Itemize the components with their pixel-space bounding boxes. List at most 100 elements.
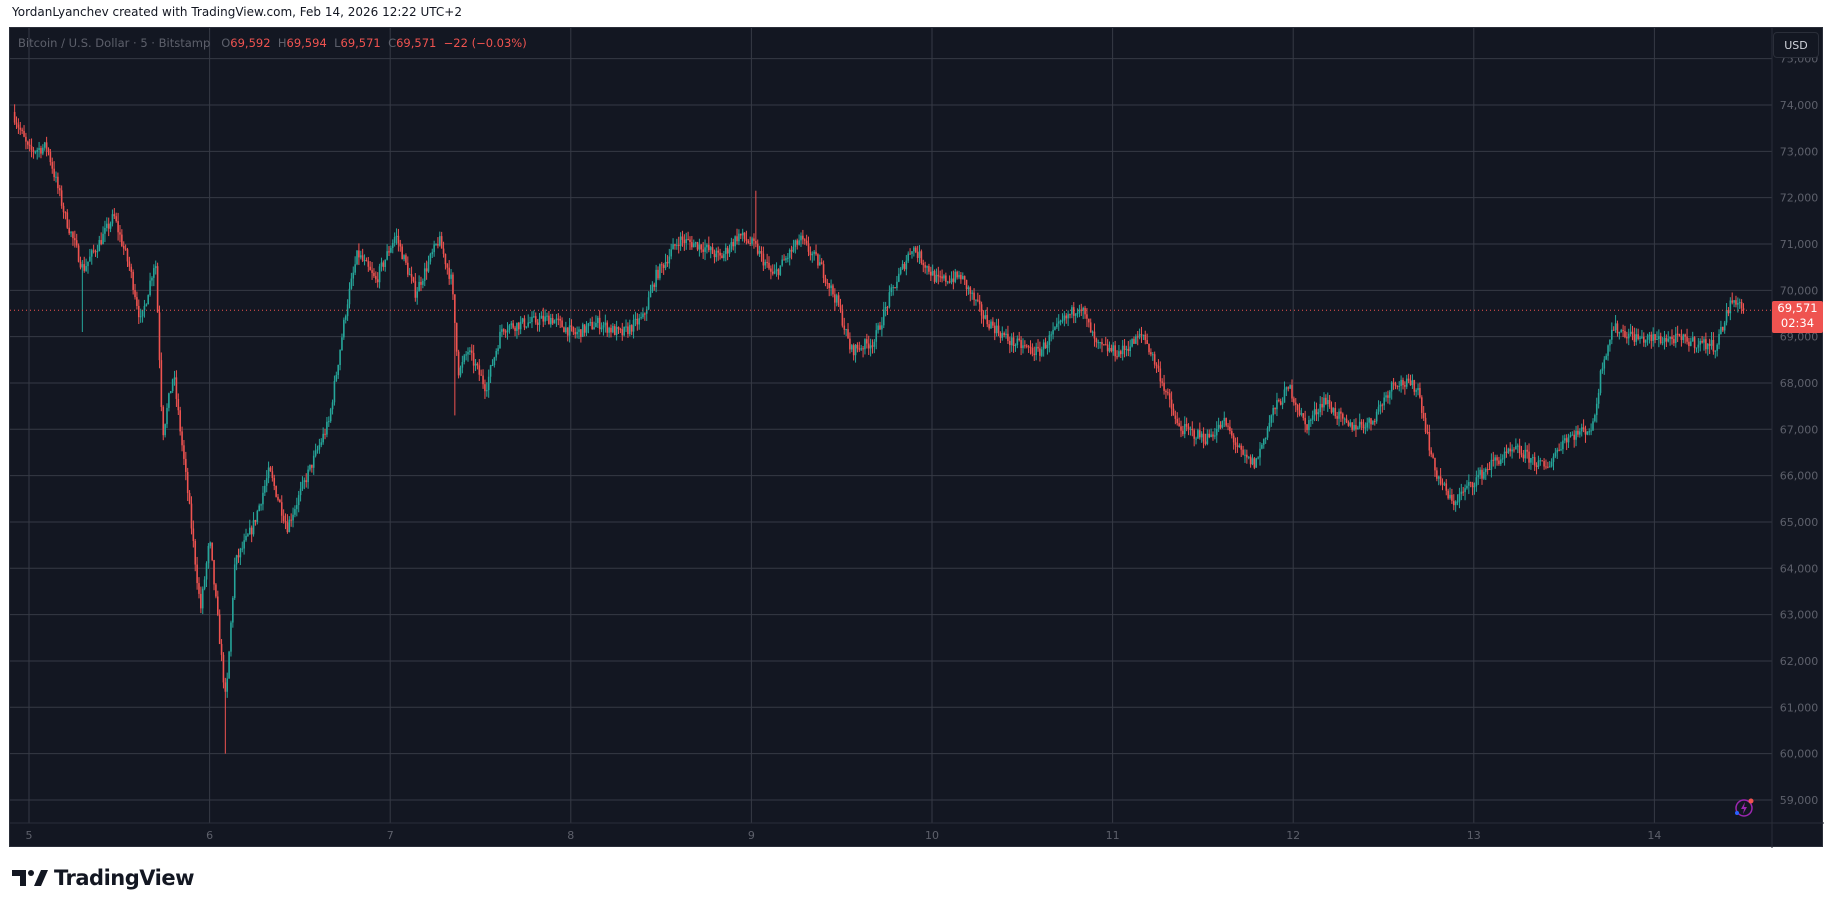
candle-body — [741, 232, 744, 236]
candle-body — [657, 269, 659, 279]
candle-body — [1409, 380, 1412, 386]
candle-body — [1150, 352, 1152, 355]
candle-body — [1464, 488, 1466, 493]
candle-body — [1682, 334, 1685, 340]
candle-body — [335, 374, 338, 381]
candle-body — [1415, 390, 1417, 392]
candle-body — [734, 236, 736, 247]
candle-body — [115, 216, 118, 222]
lightning-icon[interactable] — [1733, 797, 1755, 819]
candle-body — [1176, 418, 1179, 424]
candle-body — [109, 223, 112, 229]
candle-body — [589, 322, 592, 324]
candle-body — [177, 398, 180, 411]
candle-body — [527, 322, 530, 327]
candle-body — [226, 678, 229, 692]
candle-body — [1697, 344, 1700, 348]
candle-body — [454, 294, 456, 323]
candle-body — [320, 442, 323, 446]
candle-body — [1475, 477, 1478, 487]
candle-body — [1554, 452, 1557, 457]
candle-body — [147, 295, 149, 305]
candle-body — [756, 243, 759, 254]
candle-body — [796, 240, 799, 245]
candle-body — [1507, 448, 1510, 453]
candle-body — [1413, 380, 1416, 392]
last-price-label: 69,571 02:34 — [1772, 301, 1823, 333]
candle-body — [156, 266, 159, 313]
candle-body — [958, 274, 960, 278]
candle-body — [1543, 461, 1545, 467]
candle-body — [96, 251, 99, 253]
candle-body — [435, 244, 437, 246]
candle-body — [602, 325, 605, 328]
candle-body — [282, 515, 285, 521]
candle-body — [856, 344, 859, 349]
candle-body — [559, 318, 561, 321]
candle-body — [117, 221, 119, 233]
candle-body — [1733, 300, 1735, 303]
candle-body — [1189, 428, 1192, 430]
candle-body — [128, 261, 131, 267]
candle-body — [1706, 343, 1709, 350]
candle-body — [664, 261, 667, 268]
candle-body — [1708, 343, 1711, 346]
candle-body — [74, 238, 76, 241]
candle-body — [1080, 309, 1083, 311]
candle-body — [1394, 383, 1397, 386]
candle-body — [937, 274, 940, 277]
candlestick-chart[interactable]: 59,000 60,000 61,000 62,000 63,000 64,000 65,0… — [10, 28, 1824, 848]
candle-body — [612, 326, 614, 333]
candle-body — [898, 273, 900, 282]
candle-body — [899, 268, 902, 274]
candle-body — [397, 235, 400, 244]
currency-button[interactable]: USD — [1773, 32, 1819, 58]
candle-body — [254, 520, 257, 522]
candle-body — [775, 269, 778, 272]
candle-body — [491, 365, 494, 367]
candle-body — [418, 281, 420, 292]
candle-body — [653, 284, 656, 287]
candle-body — [839, 305, 842, 310]
candle-body — [1372, 421, 1374, 425]
candle-body — [892, 287, 894, 289]
candle-body — [100, 240, 102, 245]
tradingview-logo[interactable]: TradingView — [12, 866, 194, 890]
candle-body — [66, 212, 69, 228]
candle-body — [619, 328, 622, 330]
candle-body — [1575, 430, 1577, 440]
candle-body — [852, 345, 855, 356]
candle-body — [1481, 469, 1483, 479]
candle-body — [414, 281, 417, 298]
candle-body — [730, 242, 733, 250]
candle-body — [854, 344, 857, 356]
candle-body — [1400, 379, 1402, 386]
candle-body — [649, 291, 652, 298]
candle-body — [1278, 400, 1280, 402]
candle-body — [1272, 407, 1274, 416]
candle-body — [1108, 347, 1111, 352]
candle-body — [1052, 329, 1054, 335]
symbol-name[interactable]: Bitcoin / U.S. Dollar · 5 · Bitstamp — [18, 36, 211, 50]
candle-body — [990, 321, 992, 329]
candle-body — [94, 251, 97, 253]
chart-panel[interactable]: 59,000 60,000 61,000 62,000 63,000 64,000 65,0… — [9, 27, 1824, 848]
candle-body — [745, 238, 748, 241]
candle-body — [1673, 339, 1675, 344]
candle-body — [365, 260, 368, 262]
candle-body — [1458, 493, 1461, 502]
candle-body — [749, 242, 751, 244]
candle-body — [469, 350, 471, 352]
candle-body — [1244, 454, 1246, 456]
candle-body — [636, 318, 639, 325]
candle-body — [1635, 334, 1638, 342]
candle-body — [1537, 460, 1540, 467]
candle-body — [213, 560, 215, 585]
candle-body — [973, 292, 975, 300]
price-tick-label: 69,000 — [1780, 331, 1819, 344]
candle-body — [1246, 454, 1248, 458]
candle-body — [578, 329, 580, 332]
candle-body — [356, 250, 358, 265]
candle-body — [781, 259, 783, 266]
candle-body — [1588, 431, 1591, 433]
